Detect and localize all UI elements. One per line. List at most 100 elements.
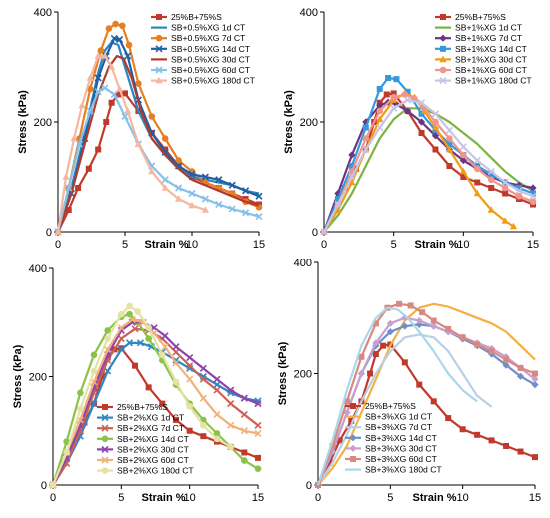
data-point	[126, 302, 133, 310]
data-point	[532, 370, 538, 377]
data-point	[240, 427, 248, 435]
data-point	[145, 324, 152, 331]
legend-label: SB+1%XG 14d CT	[455, 44, 528, 54]
data-point	[530, 190, 536, 197]
data-point	[94, 52, 102, 59]
legend-marker	[439, 77, 447, 85]
data-point	[227, 400, 235, 408]
data-point	[348, 417, 355, 424]
x-tick-label: 10	[186, 239, 198, 251]
data-point	[128, 315, 136, 324]
data-point	[199, 364, 207, 372]
data-point	[108, 63, 116, 70]
data-point	[103, 119, 110, 125]
data-point	[86, 107, 94, 115]
data-point	[393, 76, 400, 83]
data-point	[201, 195, 209, 203]
data-point	[390, 90, 397, 97]
data-point	[118, 310, 125, 318]
data-point	[172, 359, 180, 367]
data-point	[417, 99, 426, 107]
data-point	[460, 151, 467, 159]
data-point	[329, 442, 336, 449]
data-point	[213, 386, 221, 394]
y-tick-label: 0	[306, 480, 312, 492]
data-point	[254, 429, 262, 438]
data-point	[125, 339, 134, 347]
legend-marker	[350, 403, 356, 409]
series-line	[56, 37, 260, 233]
data-point	[161, 135, 169, 142]
data-point	[228, 205, 236, 213]
data-point	[445, 325, 452, 332]
data-point	[227, 386, 235, 394]
data-point	[357, 369, 365, 378]
data-point	[401, 91, 409, 98]
data-point	[134, 140, 142, 147]
x-axis-label: Strain %	[144, 239, 188, 251]
data-point	[131, 325, 139, 333]
data-point	[487, 176, 495, 184]
data-point	[240, 394, 248, 402]
data-point	[159, 400, 166, 407]
data-point	[529, 184, 537, 192]
data-point	[488, 171, 495, 178]
data-point	[487, 206, 495, 213]
data-point	[104, 345, 112, 353]
y-tick-label: 0	[312, 227, 318, 239]
data-point	[161, 332, 169, 340]
series-6	[54, 84, 263, 236]
data-point	[97, 47, 105, 54]
data-point	[372, 350, 379, 357]
series-line	[56, 54, 260, 233]
data-point	[65, 207, 72, 213]
data-point	[474, 179, 481, 186]
data-point	[95, 146, 102, 153]
data-point	[404, 96, 412, 104]
x-tick-label: 0	[55, 239, 61, 251]
x-tick-label: 15	[527, 239, 539, 251]
y-tick-label: 200	[300, 117, 318, 129]
data-point	[334, 196, 341, 202]
series-7	[54, 52, 209, 235]
legend-label: SB+2%XG 180d CT	[117, 466, 194, 476]
data-point	[186, 362, 194, 370]
data-point	[501, 178, 509, 187]
data-point	[200, 422, 207, 429]
legend-label: SB+3%XG 180d CT	[365, 465, 442, 475]
legend-label: SB+2%XG 60d CT	[117, 455, 190, 465]
data-point	[445, 415, 452, 422]
legend-marker	[101, 467, 109, 474]
series-line	[317, 302, 536, 486]
data-point	[473, 165, 481, 173]
data-point	[116, 85, 124, 92]
data-point	[101, 84, 109, 92]
data-point	[515, 192, 523, 200]
data-point	[390, 104, 398, 112]
x-tick-label: 10	[184, 492, 196, 504]
data-point	[124, 107, 132, 114]
data-point	[473, 189, 481, 197]
data-point	[431, 110, 440, 118]
data-point	[125, 41, 133, 49]
data-point	[376, 115, 384, 123]
data-point	[343, 398, 350, 405]
data-point	[49, 481, 57, 489]
data-point	[186, 375, 194, 383]
data-point	[419, 309, 426, 316]
data-point	[112, 20, 119, 28]
data-point	[172, 348, 180, 356]
chart-panel-3: 0 5 10 15 0 200 400 Strain % Stress (kPa) 25%B+75…	[12, 263, 264, 504]
data-point	[116, 35, 124, 44]
data-point	[401, 314, 409, 322]
data-point	[376, 107, 384, 115]
data-point	[531, 375, 539, 383]
y-tick-label: 400	[34, 7, 52, 19]
legend-label: SB+0.5%XG 60d CT	[171, 65, 251, 75]
legend-marker	[439, 55, 447, 63]
data-point	[404, 88, 411, 95]
data-point	[242, 187, 250, 195]
data-point	[383, 91, 390, 98]
legend-marker	[155, 34, 163, 42]
y-tick-label: 0	[46, 227, 52, 239]
